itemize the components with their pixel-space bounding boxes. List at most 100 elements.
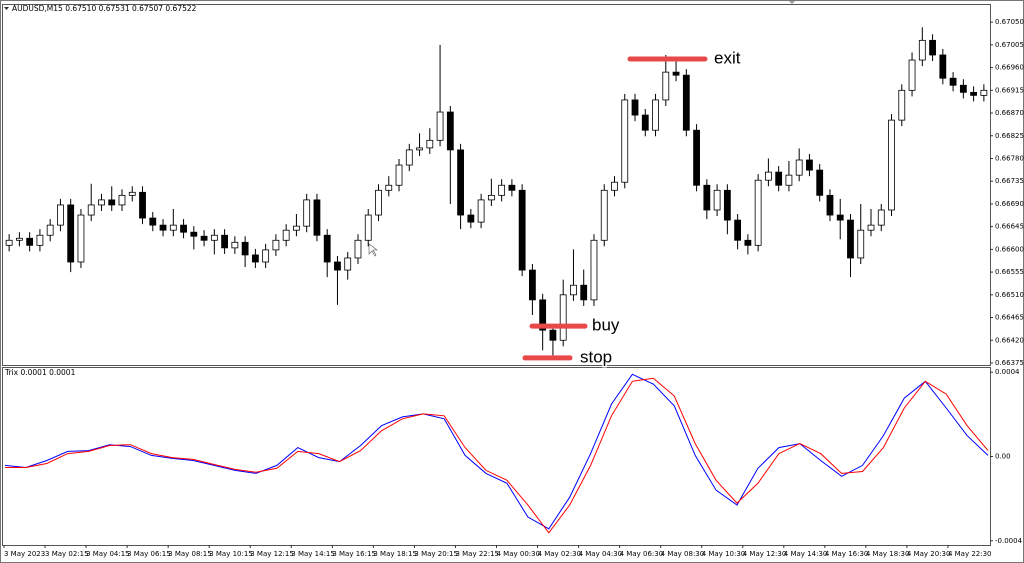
candle-body bbox=[487, 194, 495, 201]
candle-body bbox=[190, 231, 198, 237]
candle-body bbox=[231, 241, 239, 249]
trix-line bbox=[5, 377, 989, 534]
candle-body bbox=[867, 224, 875, 231]
candle-body bbox=[108, 199, 116, 206]
y-tick-label: 0.66780 bbox=[995, 154, 1024, 162]
candle-body bbox=[529, 269, 536, 301]
candle-body bbox=[57, 204, 64, 226]
x-tick-label: 3 May 12:15 bbox=[250, 550, 294, 558]
candle-body bbox=[980, 89, 988, 96]
candle-body bbox=[334, 261, 341, 271]
y-tick-label: 0.66375 bbox=[995, 359, 1024, 367]
candle-body bbox=[118, 194, 126, 206]
x-tick-label: 4 May 16:30 bbox=[825, 550, 869, 558]
candle-body bbox=[221, 234, 228, 249]
x-tick-label: 4 May 12:30 bbox=[743, 550, 787, 558]
x-tick-label: 3 May 10:15 bbox=[209, 550, 253, 558]
candle-body bbox=[36, 234, 44, 246]
annotation-label: stop bbox=[580, 347, 612, 366]
indicator-header: Trix 0.0001 0.0001 bbox=[4, 368, 76, 377]
candle-body bbox=[77, 214, 85, 263]
y-tick-label: 0.67005 bbox=[995, 41, 1024, 49]
x-tick-label: 3 May 14:15 bbox=[291, 550, 335, 558]
candle-body bbox=[477, 199, 485, 223]
candle-body bbox=[929, 39, 936, 56]
x-tick-label: 4 May 14:30 bbox=[784, 550, 828, 558]
x-tick-label: 4 May 04:30 bbox=[579, 550, 623, 558]
candle-body bbox=[549, 329, 557, 341]
candle-body bbox=[898, 89, 906, 121]
candle-body bbox=[570, 284, 577, 296]
candle-body bbox=[313, 199, 321, 236]
y-tick-label: 0.0004 bbox=[995, 368, 1020, 376]
candle-body bbox=[98, 199, 105, 206]
annotation-label: exit bbox=[714, 49, 741, 68]
candle-body bbox=[416, 147, 423, 151]
candle-body bbox=[672, 71, 680, 76]
candle-body bbox=[970, 91, 978, 96]
x-tick-label: 3 May 08:15 bbox=[168, 550, 212, 558]
y-tick-label: 0.00 bbox=[995, 453, 1011, 461]
candle-body bbox=[241, 241, 249, 256]
candle-body bbox=[754, 179, 762, 246]
x-tick-label: 4 May 02:30 bbox=[538, 550, 582, 558]
candle-body bbox=[744, 239, 752, 246]
x-tick-label: 4 May 06:30 bbox=[620, 550, 664, 558]
candle-body bbox=[67, 204, 75, 263]
candle-body bbox=[169, 224, 177, 231]
symbol-header: AUDUSD,M15 0.67510 0.67531 0.67507 0.675… bbox=[12, 4, 197, 13]
y-tick-label: 0.66645 bbox=[995, 223, 1024, 231]
candle-body bbox=[436, 111, 444, 141]
candle-body bbox=[159, 224, 167, 231]
candle-body bbox=[395, 164, 403, 186]
candle-body bbox=[611, 181, 618, 191]
candle-body bbox=[200, 235, 208, 241]
y-tick-label: 0.66870 bbox=[995, 109, 1024, 117]
candle-body bbox=[180, 224, 187, 233]
y-tick-label: -0.0004 bbox=[995, 537, 1023, 545]
candle-body bbox=[354, 239, 362, 259]
x-tick-label: 3 May 06:15 bbox=[127, 550, 171, 558]
candle-body bbox=[816, 169, 824, 196]
x-tick-label: 3 May 2023 bbox=[4, 550, 45, 558]
candle-body bbox=[785, 174, 793, 186]
y-tick-label: 0.66960 bbox=[995, 64, 1024, 72]
candle-body bbox=[723, 189, 731, 221]
candle-body bbox=[446, 111, 454, 151]
menu-arrow[interactable] bbox=[4, 7, 9, 10]
candle-body bbox=[293, 225, 300, 231]
scroll-marker bbox=[789, 1, 795, 4]
x-tick-label: 3 May 22:15 bbox=[455, 550, 499, 558]
candle-body bbox=[949, 77, 957, 86]
candle-body bbox=[467, 214, 475, 223]
mouse-cursor bbox=[368, 243, 378, 257]
candle-body bbox=[539, 299, 547, 331]
candle-body bbox=[836, 214, 844, 221]
candle-body bbox=[918, 39, 926, 61]
candle-body bbox=[210, 234, 218, 241]
annotation-label: buy bbox=[592, 316, 620, 335]
candle-body bbox=[46, 224, 54, 236]
candle-body bbox=[641, 114, 649, 131]
candle-body bbox=[693, 129, 700, 186]
x-tick-label: 4 May 10:30 bbox=[702, 550, 746, 558]
x-tick-label: 4 May 22:30 bbox=[948, 550, 992, 558]
x-tick-label: 3 May 18:15 bbox=[373, 550, 417, 558]
candle-body bbox=[826, 194, 834, 216]
y-tick-label: 0.66690 bbox=[995, 200, 1024, 208]
price-pane bbox=[2, 4, 991, 366]
y-tick-label: 0.66465 bbox=[995, 314, 1024, 322]
x-tick-label: 4 May 20:30 bbox=[907, 550, 951, 558]
candle-body bbox=[128, 191, 136, 196]
candle-body bbox=[908, 59, 916, 91]
y-tick-label: 0.66555 bbox=[995, 268, 1024, 276]
y-tick-label: 0.66825 bbox=[995, 132, 1024, 140]
candle-body bbox=[508, 184, 516, 191]
candle-body bbox=[303, 199, 311, 227]
candle-body bbox=[857, 229, 865, 259]
candle-body bbox=[888, 119, 895, 211]
y-tick-label: 0.67050 bbox=[995, 18, 1024, 26]
candle-body bbox=[426, 139, 434, 149]
